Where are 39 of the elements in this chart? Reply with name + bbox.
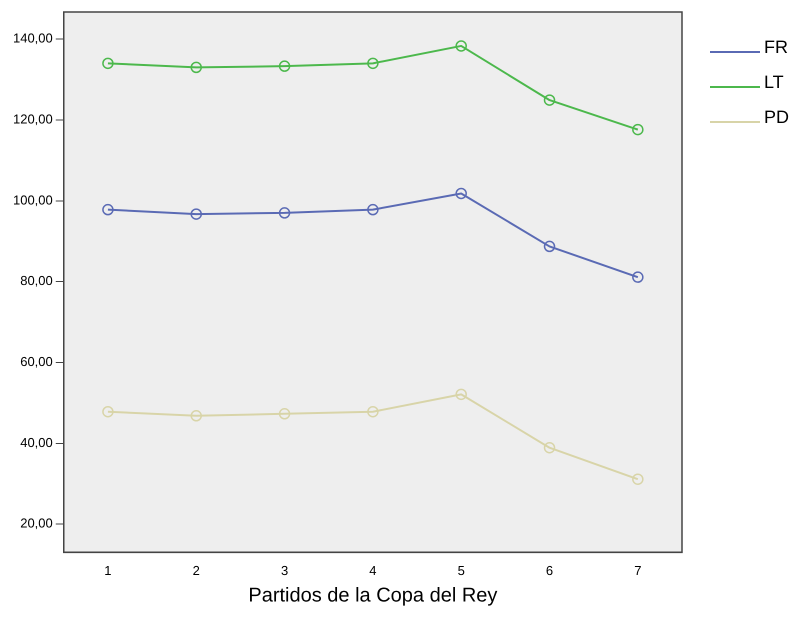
point [367, 204, 379, 216]
point [278, 60, 290, 72]
x-tick-label: 7 [634, 562, 642, 578]
y-tick-label: 40,00 [20, 434, 53, 450]
point [367, 406, 379, 418]
y-tick-label: 100,00 [12, 192, 53, 208]
point [190, 410, 202, 422]
y-tick-label: 140,00 [12, 30, 53, 46]
legend-label: PD [764, 106, 790, 127]
x-tick-label: 2 [192, 562, 200, 578]
point [278, 408, 290, 420]
point [278, 207, 290, 219]
legend-label: LT [764, 72, 784, 92]
x-tick-label: 4 [369, 562, 376, 578]
point [102, 58, 114, 70]
point [632, 124, 644, 136]
point [455, 188, 467, 200]
y-tick-label: 120,00 [12, 111, 53, 126]
x-axis-title: Partidos de la Copa del Rey [248, 584, 498, 607]
x-tick-label: 1 [104, 562, 112, 578]
point [455, 388, 467, 400]
y-tick-label: 60,00 [20, 354, 53, 370]
x-tick-label: 6 [546, 562, 554, 578]
point [102, 406, 114, 418]
point [190, 208, 202, 220]
point [544, 442, 556, 454]
point [632, 473, 644, 485]
point [102, 204, 114, 216]
y-tick-label: 80,00 [20, 273, 53, 288]
legend-label: FR [764, 36, 788, 57]
point [190, 62, 202, 74]
point [632, 271, 644, 283]
x-tick-label: 3 [280, 562, 288, 578]
point [367, 58, 379, 70]
point [544, 240, 556, 252]
point [455, 40, 467, 52]
x-tick-label: 5 [458, 562, 465, 578]
y-tick-label: 20,00 [20, 516, 53, 531]
point [544, 94, 556, 106]
